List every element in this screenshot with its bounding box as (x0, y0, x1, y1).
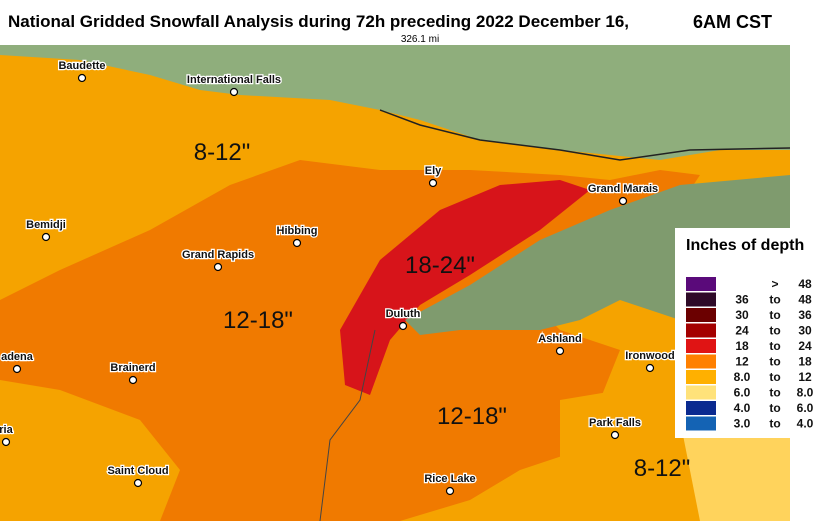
city-marker (128, 375, 138, 385)
legend-swatch (686, 416, 716, 431)
legend-swatch (686, 354, 716, 369)
legend-text: 6.0 (734, 386, 751, 400)
legend-text: 8.0 (734, 370, 751, 384)
legend-text: to (769, 355, 780, 369)
region-label: 8-12" (194, 139, 251, 166)
legend-text: 18 (735, 339, 749, 353)
legend-text: 6.0 (797, 401, 814, 415)
city-marker (1, 437, 11, 447)
city-marker (398, 321, 408, 331)
legend-text: to (769, 324, 780, 338)
legend-title: Inches of depth (686, 237, 804, 254)
legend-text: 30 (735, 308, 749, 322)
city-label: Bemidji (26, 219, 66, 231)
legend-text: 12 (735, 355, 749, 369)
legend-text: to (769, 308, 780, 322)
legend-text: 4.0 (734, 401, 751, 415)
legend-swatch (686, 292, 716, 307)
city-marker (229, 87, 239, 97)
legend-text: to (769, 417, 780, 431)
legend-text: 48 (798, 277, 812, 291)
city-marker (12, 364, 22, 374)
city-label: Duluth (386, 308, 421, 320)
city-marker (645, 363, 655, 373)
city-label: Hibbing (277, 225, 318, 237)
legend-text: 48 (798, 293, 812, 307)
city-label: Grand Marais (588, 183, 658, 195)
city-marker (292, 238, 302, 248)
region-label: 12-18" (437, 403, 507, 430)
legend-swatch (686, 401, 716, 415)
legend-text: 18 (798, 355, 812, 369)
city-marker (133, 478, 143, 488)
city-marker (77, 73, 87, 83)
legend-text: to (769, 293, 780, 307)
region-label: 8-12" (634, 455, 691, 482)
city-marker (445, 486, 455, 496)
legend-text: 36 (798, 308, 812, 322)
city-marker (618, 196, 628, 206)
city-label: Ashland (538, 333, 581, 345)
legend-text: 3.0 (734, 417, 751, 431)
city-marker (555, 346, 565, 356)
region-label: 18-24" (405, 252, 475, 279)
legend-text: 4.0 (797, 417, 814, 431)
legend-text: 30 (798, 324, 812, 338)
region-label: 12-18" (223, 307, 293, 334)
legend-swatch (686, 277, 716, 291)
legend-swatch (686, 308, 716, 322)
scale-label: 326.1 mi (401, 34, 439, 45)
legend-text: 24 (798, 339, 812, 353)
legend-swatch (686, 370, 716, 384)
legend-text: to (769, 401, 780, 415)
city-marker (610, 430, 620, 440)
legend-text: to (769, 339, 780, 353)
city-label: Ely (425, 165, 442, 177)
city-label: Ironwood (625, 350, 675, 362)
legend-text: 8.0 (797, 386, 814, 400)
map-time: 6AM CST (693, 12, 772, 32)
legend-swatch (686, 385, 716, 400)
map-title: National Gridded Snowfall Analysis durin… (8, 12, 629, 31)
map-area (0, 45, 790, 521)
city-label: Brainerd (110, 362, 155, 374)
legend-text: to (769, 370, 780, 384)
legend-swatch (686, 323, 716, 338)
legend-text: 12 (798, 370, 812, 384)
legend-swatch (686, 339, 716, 353)
city-label: adena (1, 351, 34, 363)
city-marker (428, 178, 438, 188)
legend-text: > (771, 277, 778, 291)
city-marker (41, 232, 51, 242)
city-marker (213, 262, 223, 272)
city-label: Park Falls (589, 417, 641, 429)
city-label: ria (0, 424, 14, 436)
legend-text: 36 (735, 293, 749, 307)
city-label: International Falls (187, 74, 281, 86)
city-label: Baudette (58, 60, 105, 72)
city-label: Rice Lake (424, 473, 475, 485)
legend-text: 24 (735, 324, 749, 338)
legend-text: to (769, 386, 780, 400)
city-label: Saint Cloud (107, 465, 168, 477)
city-label: Grand Rapids (182, 249, 254, 261)
